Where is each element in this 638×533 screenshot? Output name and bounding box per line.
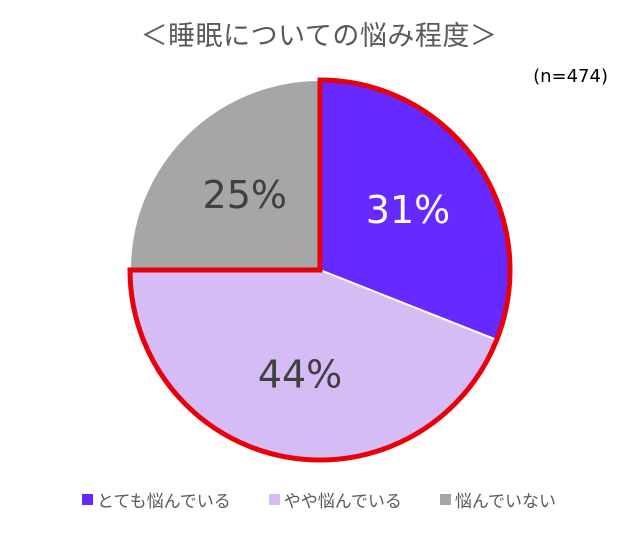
legend-item-very-worried: とても悩んでいる — [81, 487, 231, 512]
legend-label: やや悩んでいる — [283, 492, 402, 512]
legend-swatch — [439, 494, 451, 505]
legend-swatch — [268, 494, 280, 505]
data-label-very-worried: 31% — [366, 188, 450, 232]
legend-item-somewhat-worried: やや悩んでいる — [268, 487, 402, 512]
chart-title: ＜睡眠についての悩み程度＞ — [140, 21, 498, 52]
pie-slice-not-worried — [128, 78, 321, 271]
highlight-outline — [127, 77, 513, 463]
legend-label: 悩んでいない — [454, 492, 557, 512]
data-label-not-worried: 25% — [203, 173, 287, 217]
legend-item-not-worried: 悩んでいない — [439, 487, 557, 512]
legend-swatch — [81, 494, 93, 505]
legend-label: とても悩んでいる — [96, 492, 231, 512]
legend: とても悩んでいる やや悩んでいる 悩んでいない — [0, 487, 638, 512]
sample-size-annotation: (n=474) — [533, 66, 608, 87]
data-label-somewhat-worried: 44% — [258, 353, 342, 397]
